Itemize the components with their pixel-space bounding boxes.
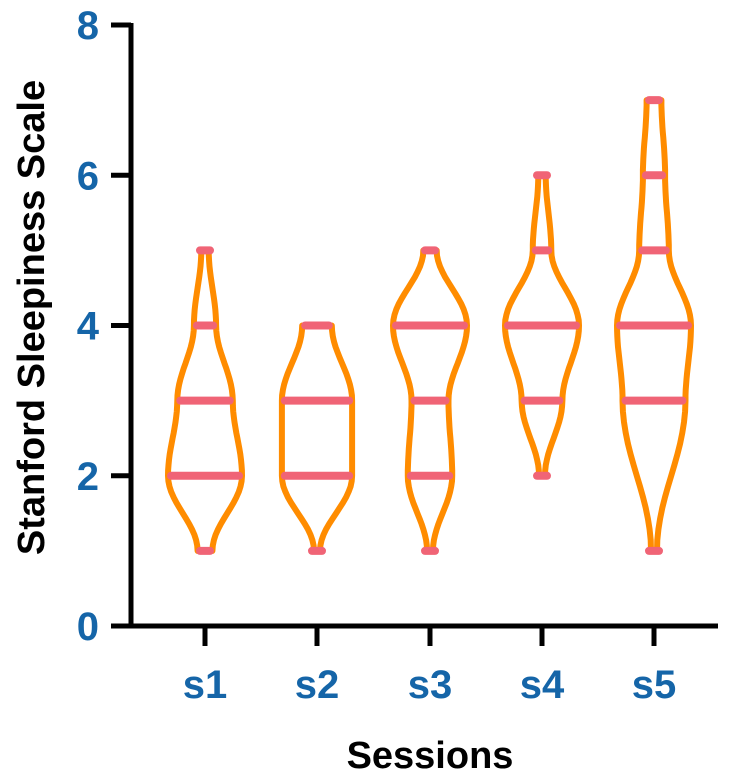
y-axis-title: Stanford Sleepiness Scale <box>11 80 53 555</box>
axes <box>111 22 718 646</box>
y-tick-label: 8 <box>77 4 99 48</box>
y-tick-label: 2 <box>77 455 99 499</box>
y-tick-label: 6 <box>77 154 99 198</box>
x-axis-title: Sessions <box>347 735 514 777</box>
x-tick-label: s1 <box>183 663 228 707</box>
violin-s2 <box>278 322 356 554</box>
violins <box>165 96 694 555</box>
x-tick-label: s3 <box>408 663 453 707</box>
x-tick-label: s4 <box>520 663 565 707</box>
y-tick-label: 4 <box>77 305 100 349</box>
labels: 0 2 4 6 8 s1 s2 s3 s4 s5 Sessions Stanford Sleepine… <box>11 4 676 777</box>
x-tick-label: s2 <box>295 663 340 707</box>
y-tick-label: 0 <box>77 605 99 649</box>
x-tick-label: s5 <box>632 663 677 707</box>
